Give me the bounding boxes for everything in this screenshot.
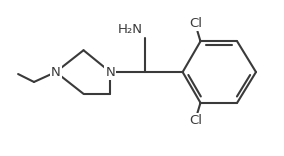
- Text: Cl: Cl: [189, 17, 202, 30]
- Text: Cl: Cl: [189, 114, 202, 127]
- Text: N: N: [51, 66, 61, 79]
- Text: N: N: [105, 66, 115, 79]
- Text: H₂N: H₂N: [118, 23, 143, 36]
